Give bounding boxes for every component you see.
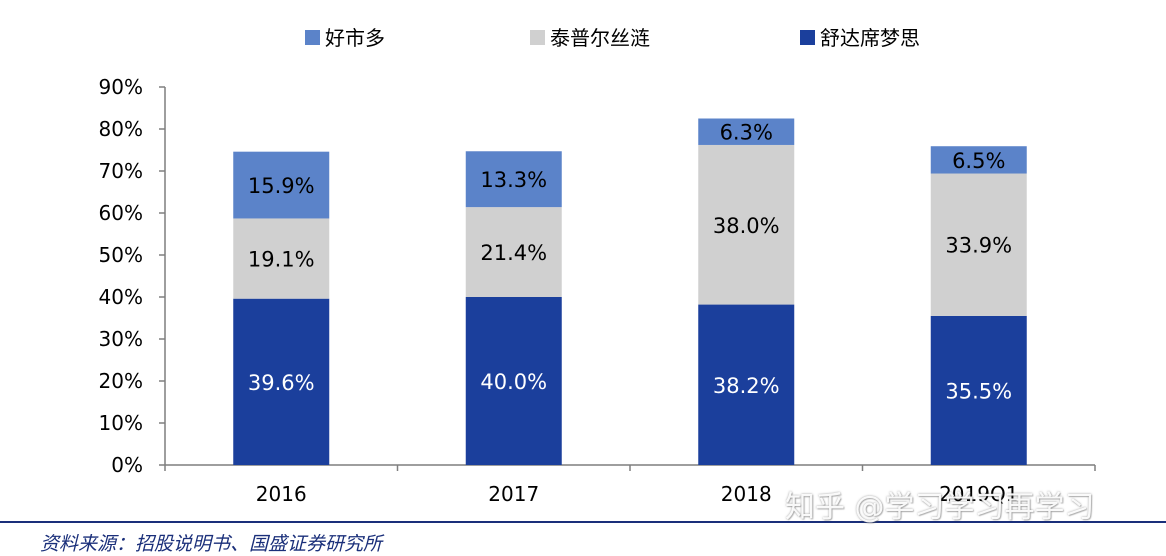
bar-segment (930, 173, 1027, 316)
y-tick-label: 20% (99, 369, 143, 393)
data-label: 38.2% (713, 374, 780, 398)
legend-swatch (305, 30, 320, 45)
y-tick-label: 90% (99, 75, 143, 99)
bar-segment (698, 118, 795, 145)
bar-segment (930, 315, 1027, 465)
legend-swatch (530, 30, 545, 45)
bar-segment (233, 151, 330, 219)
source-note: 资料来源：招股说明书、国盛证券研究所 (40, 533, 383, 555)
y-tick-label: 80% (99, 117, 143, 141)
bar-segment (930, 146, 1027, 174)
y-tick-label: 70% (99, 159, 143, 183)
bar-segment (233, 218, 330, 299)
x-category-label: 2016 (256, 482, 307, 506)
data-labels: 39.6% 19.1% 15.9% 40.0% 21.4% 13.3% 38.2% 38.0%… (248, 121, 1012, 404)
y-tick-label: 60% (99, 201, 143, 225)
data-label: 19.1% (248, 248, 315, 272)
bar-segment (233, 298, 330, 465)
legend-label: 好市多 (325, 26, 385, 50)
bar-segment (465, 297, 562, 465)
data-label: 38.0% (713, 214, 780, 238)
data-label: 40.0% (480, 370, 547, 394)
data-label: 13.3% (480, 168, 547, 192)
y-tick-label: 50% (99, 243, 143, 267)
data-label: 33.9% (945, 234, 1012, 258)
bar-segment (698, 144, 795, 305)
bars (233, 118, 1027, 465)
x-category-label: 2017 (488, 482, 539, 506)
y-tick-label: 0% (111, 453, 143, 477)
bar-segment (465, 151, 562, 208)
watermark-text: 知乎 @学习学习再学习 (785, 490, 1095, 525)
data-label: 39.6% (248, 371, 315, 395)
data-label: 6.3% (720, 121, 773, 145)
legend-label: 泰普尔丝涟 (550, 26, 650, 50)
y-tick-label: 10% (99, 411, 143, 435)
x-category-label: 2018 (721, 482, 772, 506)
legend-label: 舒达席梦思 (820, 26, 920, 50)
data-label: 35.5% (945, 379, 1012, 403)
legend-swatch (800, 30, 815, 45)
bar-segment (698, 304, 795, 465)
bar-segment (465, 207, 562, 297)
legend: 好市多 泰普尔丝涟 舒达席梦思 (305, 26, 920, 50)
data-label: 6.5% (952, 149, 1005, 173)
data-label: 21.4% (480, 241, 547, 265)
y-tick-label: 40% (99, 285, 143, 309)
source-footer: 资料来源：招股说明书、国盛证券研究所 (0, 521, 1166, 555)
axes: 0% 10% 20% 30% 40% 50% 60% 70% 80% 90% 2016 2017 201… (99, 75, 1096, 506)
x-category-label: 2019Q1 (939, 482, 1018, 506)
y-tick-label: 30% (99, 327, 143, 351)
data-label: 15.9% (248, 174, 315, 198)
